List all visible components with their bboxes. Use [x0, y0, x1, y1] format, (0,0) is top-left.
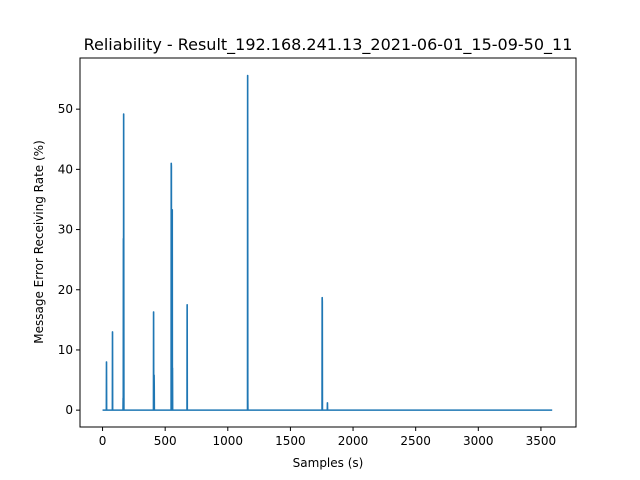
chart-title: Reliability - Result_192.168.241.13_2021…: [84, 35, 573, 55]
series-line-0: [102, 74, 553, 411]
y-tick-label: 20: [58, 283, 73, 297]
y-tick-label: 40: [58, 162, 73, 176]
y-tick-label: 0: [65, 403, 73, 417]
y-axis-label: Message Error Receiving Rate (%): [32, 140, 46, 344]
x-tick-label: 3000: [463, 434, 494, 448]
x-axis-ticks: 0 500 1000 1500 2000 2500 3000 3500: [99, 427, 556, 448]
x-tick-label: 2000: [338, 434, 369, 448]
x-tick-label: 3500: [526, 434, 557, 448]
y-tick-label: 10: [58, 343, 73, 357]
x-tick-label: 0: [99, 434, 107, 448]
x-tick-label: 2500: [400, 434, 431, 448]
x-axis-label: Samples (s): [293, 456, 364, 470]
x-tick-label: 500: [154, 434, 177, 448]
x-tick-label: 1500: [275, 434, 306, 448]
plot-area: [80, 58, 576, 427]
y-tick-label: 50: [58, 102, 73, 116]
x-tick-label: 1000: [213, 434, 244, 448]
plot-frame: [79, 57, 577, 428]
y-tick-label: 30: [58, 223, 73, 237]
y-axis-ticks: 0 10 20 30 40 50: [58, 102, 80, 417]
series-layer: [102, 74, 553, 411]
